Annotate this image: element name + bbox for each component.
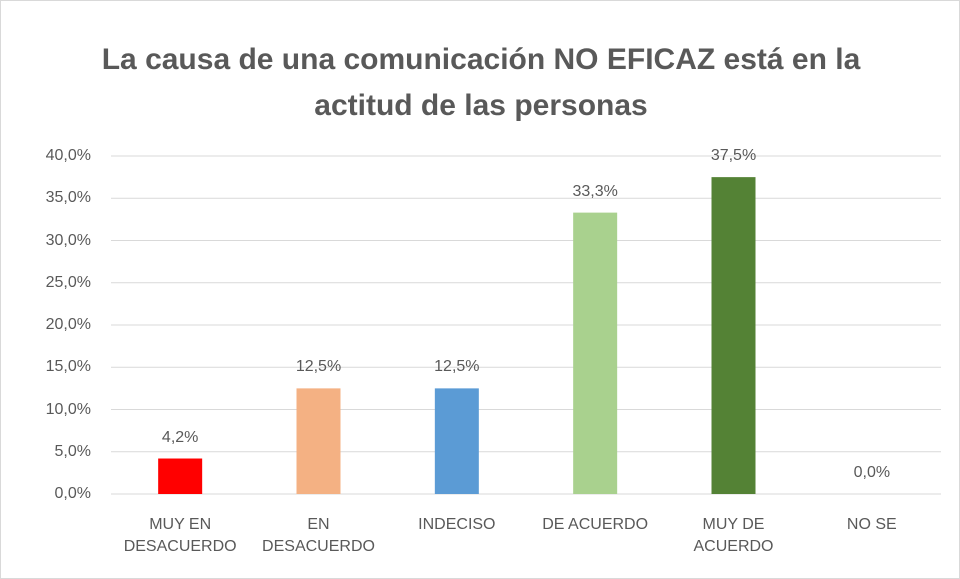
chart-title: La causa de una comunicación NO EFICAZ e… xyxy=(101,43,861,122)
x-tick-label: DE ACUERDO xyxy=(542,516,649,533)
data-label: 37,5% xyxy=(710,147,757,165)
x-tick-label: INDECISO xyxy=(418,516,496,533)
bar xyxy=(158,458,203,494)
y-tick-label: 40,0% xyxy=(45,147,91,164)
y-tick-label: 10,0% xyxy=(45,400,91,418)
data-label: 33,3% xyxy=(572,182,618,200)
data-label: 4,2% xyxy=(161,428,199,446)
y-tick-label: 15,0% xyxy=(45,358,91,376)
bar xyxy=(434,388,479,494)
y-tick-label: 35,0% xyxy=(45,189,91,207)
data-label: 12,5% xyxy=(434,358,480,376)
data-label: 0,0% xyxy=(853,464,891,481)
y-tick-label: 20,0% xyxy=(45,316,91,333)
x-tick-label: MUY EN DESACUERDO xyxy=(123,516,237,555)
x-tick-label: MUY DE ACUERDO xyxy=(693,516,774,555)
y-tick-label: 5,0% xyxy=(54,442,91,460)
x-tick-label: EN DESACUERDO xyxy=(262,516,375,555)
y-tick-label: 0,0% xyxy=(54,485,91,502)
y-tick-label: 25,0% xyxy=(45,273,91,291)
bar xyxy=(711,177,756,494)
y-tick-label: 30,0% xyxy=(45,231,91,249)
bar xyxy=(573,212,618,495)
bar xyxy=(296,388,341,494)
data-label: 12,5% xyxy=(295,358,342,376)
x-tick-label: NO SE xyxy=(846,516,897,533)
